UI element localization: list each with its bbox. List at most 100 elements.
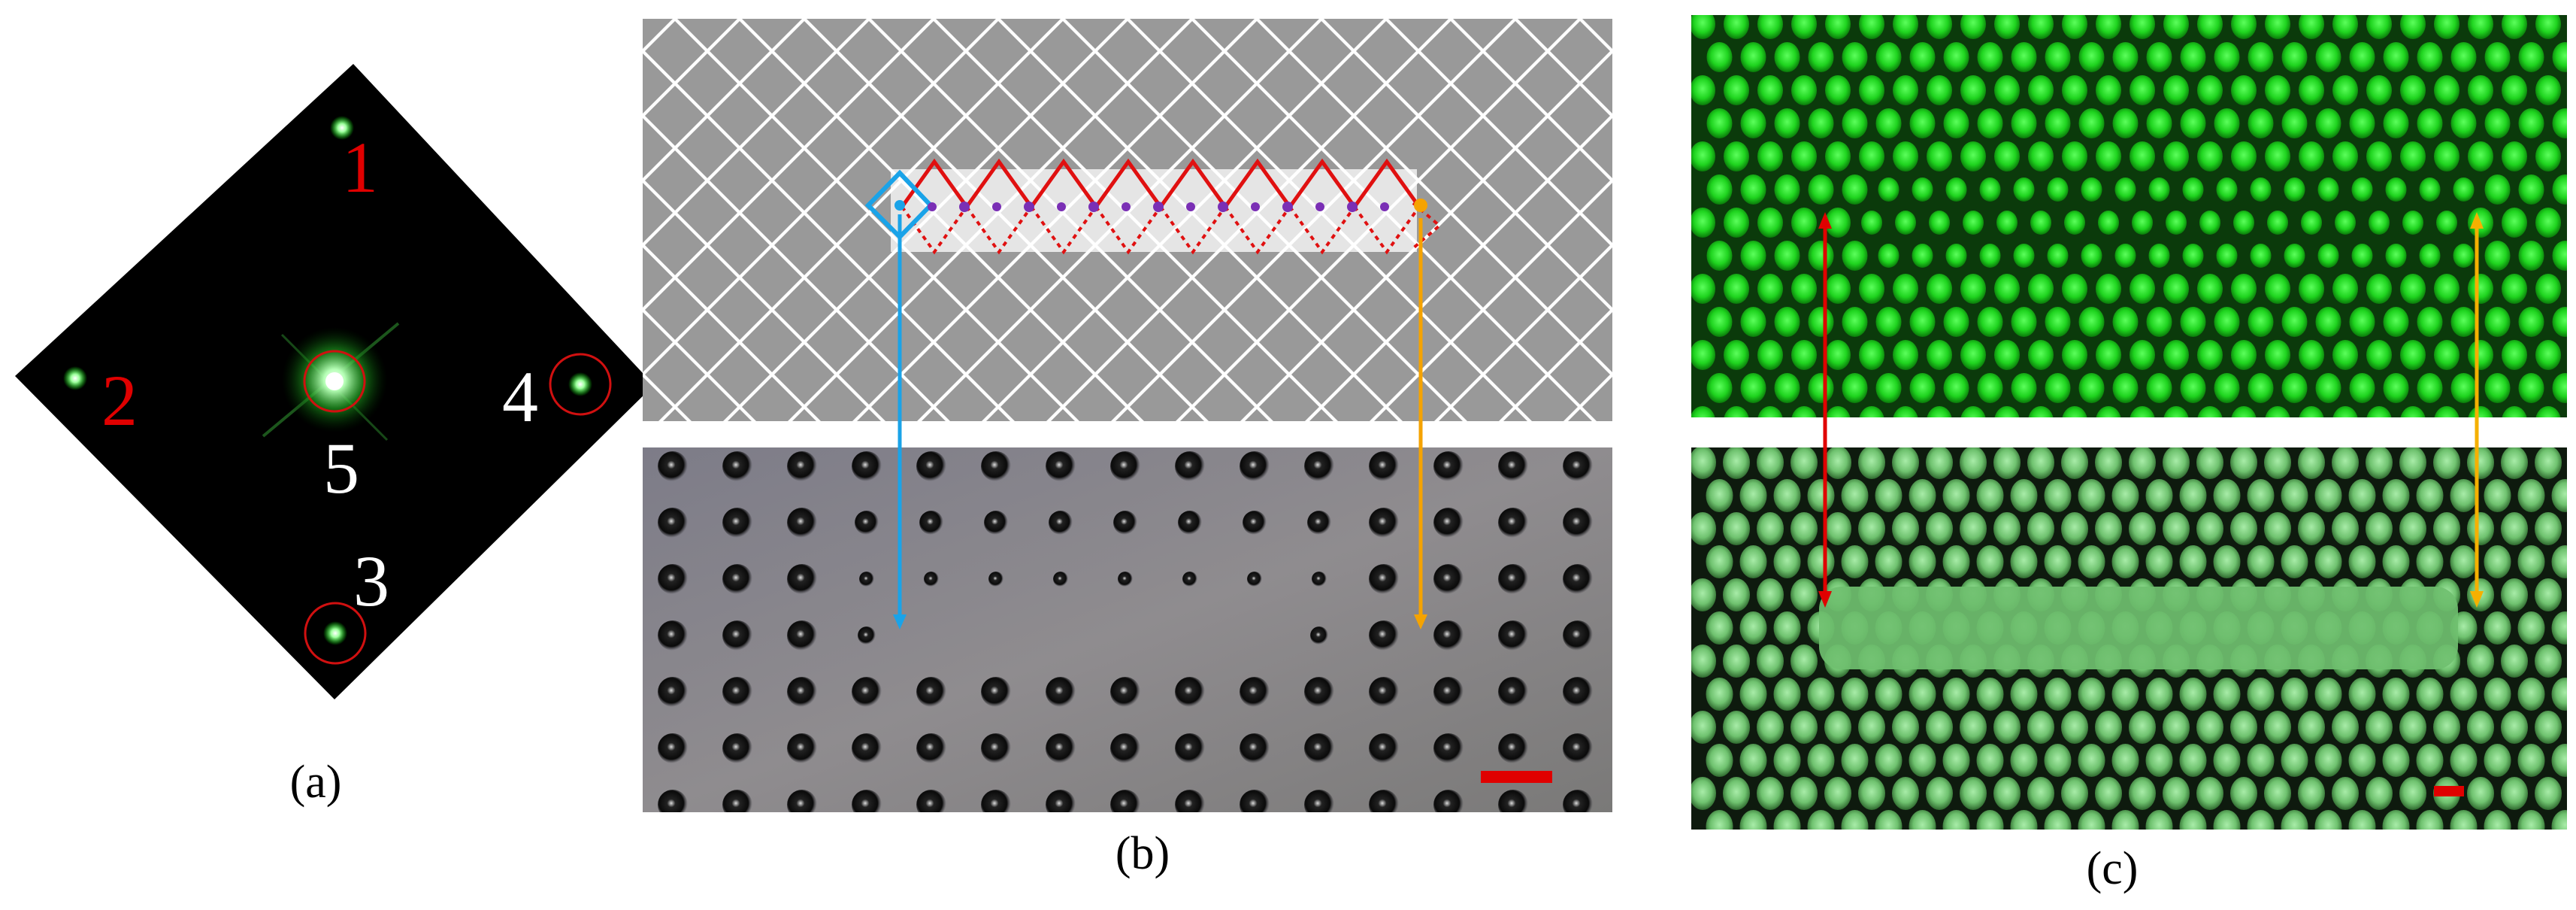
simulation-blob bbox=[2349, 307, 2375, 337]
checker-cell bbox=[643, 183, 673, 243]
hole bbox=[1118, 572, 1133, 587]
simulation-blob bbox=[2197, 274, 2223, 304]
experiment-blob bbox=[2061, 447, 2088, 479]
checker-cell bbox=[742, 19, 802, 49]
simulation-blob bbox=[2148, 177, 2170, 202]
checker-cell bbox=[1097, 86, 1158, 146]
simulation-blob bbox=[2081, 244, 2102, 268]
simulation-blob bbox=[2518, 307, 2544, 337]
checker-cell bbox=[1259, 53, 1319, 114]
simulation-blob bbox=[1979, 177, 2001, 202]
checker-cell bbox=[645, 86, 705, 146]
experiment-blob bbox=[2213, 678, 2241, 711]
simulation-blob bbox=[1943, 307, 1969, 337]
experiment-blob bbox=[1790, 645, 1818, 678]
checker-cell bbox=[774, 21, 834, 81]
checker-cell bbox=[1194, 19, 1255, 49]
simulation-blob bbox=[2112, 307, 2139, 337]
simulation-blob bbox=[2383, 108, 2409, 138]
hole bbox=[1110, 790, 1140, 812]
hole bbox=[1175, 451, 1205, 481]
experiment-blob bbox=[2213, 479, 2241, 512]
hole bbox=[1053, 572, 1068, 587]
experiment-blob bbox=[2264, 711, 2291, 744]
hole bbox=[1498, 620, 1528, 651]
experiment-blob bbox=[1723, 777, 1750, 810]
experiment-blob bbox=[1892, 512, 1919, 545]
simulation-blob bbox=[2081, 177, 2102, 202]
simulation-blob bbox=[2351, 244, 2373, 268]
simulation-blob bbox=[1912, 177, 1933, 202]
simulation-blob bbox=[2552, 307, 2567, 337]
experiment-blob bbox=[2332, 447, 2359, 479]
checker-cell bbox=[1421, 86, 1481, 146]
experiment-blob bbox=[1739, 678, 1767, 711]
checker-cell bbox=[1568, 409, 1592, 421]
checker-cell bbox=[807, 247, 867, 308]
simulation-blob bbox=[1878, 177, 1899, 202]
checker-cell bbox=[1227, 86, 1287, 146]
checker-cell bbox=[936, 247, 996, 308]
checker-cell bbox=[663, 409, 687, 421]
checker-cell bbox=[922, 409, 946, 421]
experiment-blob bbox=[1723, 447, 1750, 479]
simulation-blob bbox=[2434, 141, 2459, 171]
hole bbox=[852, 733, 882, 763]
experiment-blob bbox=[2484, 479, 2511, 512]
simulation-blob bbox=[2535, 406, 2561, 417]
checker-cell bbox=[742, 312, 802, 372]
simulation-blob bbox=[2535, 141, 2561, 171]
checker-cell bbox=[1115, 409, 1140, 421]
simulation-blob bbox=[2214, 307, 2240, 337]
experiment-blob bbox=[2348, 810, 2376, 830]
checker-cell bbox=[1615, 409, 1620, 469]
checker-cell bbox=[1000, 377, 1061, 421]
simulation-blob bbox=[1691, 75, 1715, 105]
experiment-blob bbox=[2298, 711, 2325, 744]
experiment-blob bbox=[2450, 545, 2478, 578]
simulation-blob bbox=[2045, 373, 2071, 403]
simulation-blob bbox=[1808, 373, 1834, 403]
simulation-blob bbox=[2349, 42, 2375, 72]
simulation-blob bbox=[2199, 211, 2220, 235]
hole bbox=[787, 677, 817, 707]
simulation-blob bbox=[1740, 108, 1766, 138]
experiment-blob bbox=[1841, 744, 1869, 777]
experiment-blob bbox=[2382, 678, 2410, 711]
simulation-blob bbox=[2366, 75, 2392, 105]
experiment-blob bbox=[2433, 447, 2460, 479]
experiment-blob bbox=[1841, 678, 1869, 711]
caption-a: (a) bbox=[289, 757, 342, 808]
checker-cell bbox=[1259, 247, 1319, 308]
hole bbox=[981, 790, 1011, 812]
simulation-blob bbox=[2569, 75, 2571, 105]
checker-cell bbox=[904, 21, 964, 81]
simulation-blob bbox=[2130, 406, 2155, 417]
experiment-blob bbox=[2551, 611, 2567, 645]
experiment-blob bbox=[2145, 810, 2173, 830]
checker-cell bbox=[643, 118, 673, 178]
checker-cell bbox=[936, 53, 996, 114]
simulation-blob bbox=[2047, 244, 2069, 268]
experiment-blob bbox=[2010, 545, 2038, 578]
simulation-blob bbox=[2453, 244, 2475, 268]
experiment-blob bbox=[2044, 479, 2072, 512]
simulation-blob bbox=[2301, 211, 2322, 235]
simulation-blob bbox=[1893, 141, 1918, 171]
simulation-blob bbox=[2419, 244, 2441, 268]
simulation-blob bbox=[2096, 15, 2121, 39]
simulation-blob bbox=[2028, 75, 2054, 105]
simulation-blob bbox=[2417, 373, 2443, 403]
experiment-blob bbox=[1993, 777, 2021, 810]
checker-cell bbox=[1550, 21, 1610, 81]
spot-4 bbox=[568, 372, 592, 396]
simulation-blob bbox=[2484, 174, 2511, 205]
experiment-blob bbox=[1691, 777, 1716, 810]
experiment-blob bbox=[2129, 711, 2156, 744]
simulation-blob bbox=[2214, 373, 2240, 403]
experiment-blob bbox=[1960, 447, 1987, 479]
checker-cell bbox=[1453, 183, 1513, 243]
experiment-blob bbox=[2061, 777, 2088, 810]
simulation-blob bbox=[2148, 244, 2170, 268]
simulation-blob bbox=[2383, 373, 2409, 403]
